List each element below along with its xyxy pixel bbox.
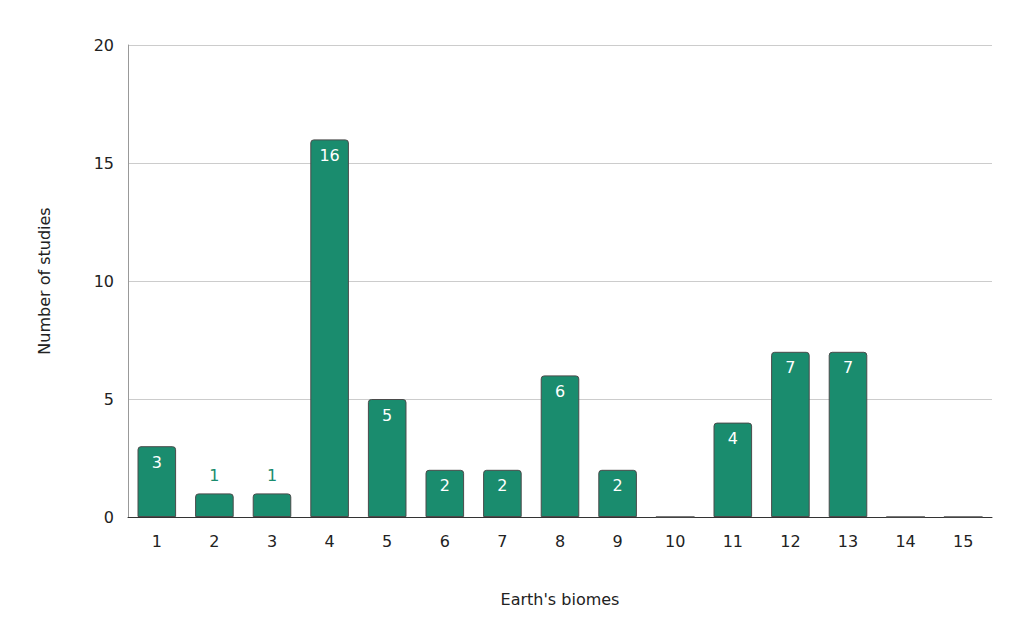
svg-text:Earth's biomes: Earth's biomes <box>501 590 620 609</box>
svg-text:8: 8 <box>555 532 565 551</box>
svg-text:10: 10 <box>94 272 114 291</box>
svg-text:5: 5 <box>382 406 392 425</box>
svg-text:9: 9 <box>613 532 623 551</box>
svg-text:3: 3 <box>152 453 162 472</box>
svg-text:4: 4 <box>728 429 738 448</box>
svg-text:20: 20 <box>94 36 114 55</box>
svg-text:5: 5 <box>104 390 114 409</box>
svg-text:10: 10 <box>665 532 685 551</box>
svg-text:6: 6 <box>440 532 450 551</box>
svg-text:1: 1 <box>267 466 277 485</box>
svg-text:2: 2 <box>209 532 219 551</box>
svg-text:2: 2 <box>497 476 507 495</box>
svg-text:0: 0 <box>104 508 114 527</box>
svg-text:2: 2 <box>440 476 450 495</box>
svg-text:1: 1 <box>209 466 219 485</box>
svg-text:Number of studies: Number of studies <box>35 207 54 354</box>
svg-text:1: 1 <box>152 532 162 551</box>
svg-text:11: 11 <box>723 532 743 551</box>
svg-text:16: 16 <box>319 146 339 165</box>
svg-text:15: 15 <box>953 532 973 551</box>
svg-text:7: 7 <box>843 358 853 377</box>
svg-text:2: 2 <box>613 476 623 495</box>
svg-text:5: 5 <box>382 532 392 551</box>
svg-text:15: 15 <box>94 154 114 173</box>
svg-text:3: 3 <box>267 532 277 551</box>
svg-text:7: 7 <box>785 358 795 377</box>
svg-text:14: 14 <box>895 532 915 551</box>
svg-text:12: 12 <box>780 532 800 551</box>
svg-text:4: 4 <box>325 532 335 551</box>
svg-text:6: 6 <box>555 382 565 401</box>
svg-text:13: 13 <box>838 532 858 551</box>
svg-text:7: 7 <box>497 532 507 551</box>
